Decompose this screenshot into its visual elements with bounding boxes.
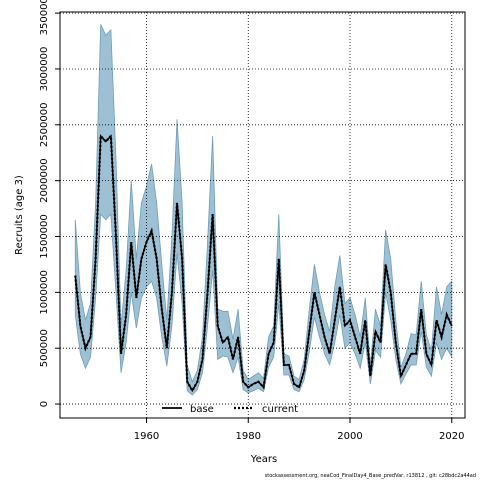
y-tick-label: 0 [39,401,50,407]
legend-label: base [190,404,214,415]
legend-label: current [262,404,298,415]
y-tick-label: 500000 [39,329,50,367]
y-tick-label: 3500000 [39,0,50,35]
x-axis-label: Years [250,454,277,465]
footer: stockassessment.org, neaCod_FinalDay4_Ba… [265,473,476,479]
y-tick-label: 3000000 [39,47,50,92]
y-axis-label: Recruits (age 3) [14,175,25,255]
y-tick-label: 1500000 [39,214,50,259]
y-tick-label: 2000000 [39,158,50,203]
y-tick-label: 1000000 [39,270,50,315]
x-tick-label: 1980 [236,431,261,442]
x-tick-label: 2020 [439,431,464,442]
x-tick-label: 2000 [337,431,362,442]
plot-frame [59,11,466,419]
x-tick-label: 1960 [134,431,159,442]
series-line [74,133,453,393]
y-tick-label: 2500000 [39,103,50,148]
